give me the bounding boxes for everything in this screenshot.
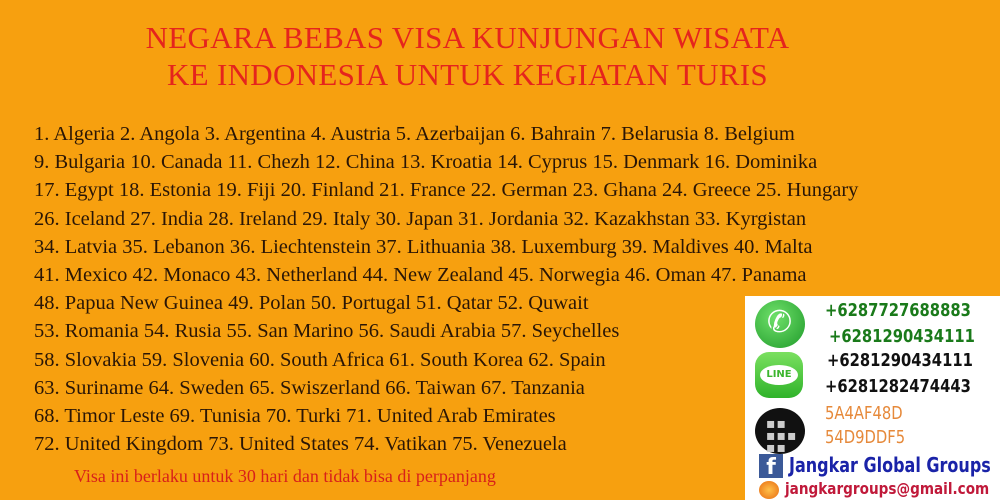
whatsapp-icon <box>755 300 805 348</box>
country-line: 34. Latvia 35. Lebanon 36. Liechtenstein… <box>34 235 813 258</box>
country-line: 41. Mexico 42. Monaco 43. Netherland 44.… <box>34 264 807 287</box>
contact-box: LINE ▪▪▪▪▪▪▪ +6287727688883 +62812904341… <box>745 296 1000 500</box>
visa-note: Visa ini berlaku untuk 30 hari dan tidak… <box>74 466 496 486</box>
bbm-pin: 54D9DDF5 <box>825 427 906 448</box>
country-line: 68. Timor Leste 69. Tunisia 70. Turki 71… <box>34 405 556 428</box>
email-address: jangkargroups@gmail.com <box>785 479 990 498</box>
facebook-name: Jangkar Global Groups <box>789 453 991 477</box>
blackberry-icon: ▪▪ ▪▪▪ ▪▪ <box>755 408 805 455</box>
country-line: 63. Suriname 64. Sweden 65. Swiszerland … <box>34 376 585 399</box>
country-line: 53. Romania 54. Rusia 55. San Marino 56.… <box>34 320 620 343</box>
bbm-pin: 5A4AF48D <box>825 403 903 424</box>
country-line: 72. United Kingdom 73. United States 74.… <box>34 433 567 456</box>
country-line: 26. Iceland 27. India 28. Ireland 29. It… <box>34 207 807 230</box>
line-number: +6281282474443 <box>825 376 971 397</box>
country-line: 1. Algeria 2. Angola 3. Argentina 4. Aus… <box>34 123 795 145</box>
country-line: 17. Egypt 18. Estonia 19. Fiji 20. Finla… <box>34 179 859 202</box>
country-line: 58. Slovakia 59. Slovenia 60. South Afri… <box>34 348 606 371</box>
facebook-icon: f <box>759 454 783 478</box>
title-line-2: KE INDONESIA UNTUK KEGIATAN TURIS <box>167 57 768 92</box>
line-icon: LINE <box>755 352 803 398</box>
line-label: LINE <box>760 365 798 385</box>
country-line: 9. Bulgaria 10. Canada 11. Chezh 12. Chi… <box>34 151 818 174</box>
title-line-1: NEGARA BEBAS VISA KUNJUNGAN WISATA <box>145 20 790 55</box>
country-line: 48. Papua New Guinea 49. Polan 50. Portu… <box>34 292 589 315</box>
line-number: +6281290434111 <box>827 350 973 371</box>
whatsapp-number: +6287727688883 <box>825 300 971 321</box>
whatsapp-number: +6281290434111 <box>829 326 975 347</box>
country-list: 1. Algeria 2. Angola 3. Argentina 4. Aus… <box>34 120 994 458</box>
email-icon <box>759 481 779 499</box>
